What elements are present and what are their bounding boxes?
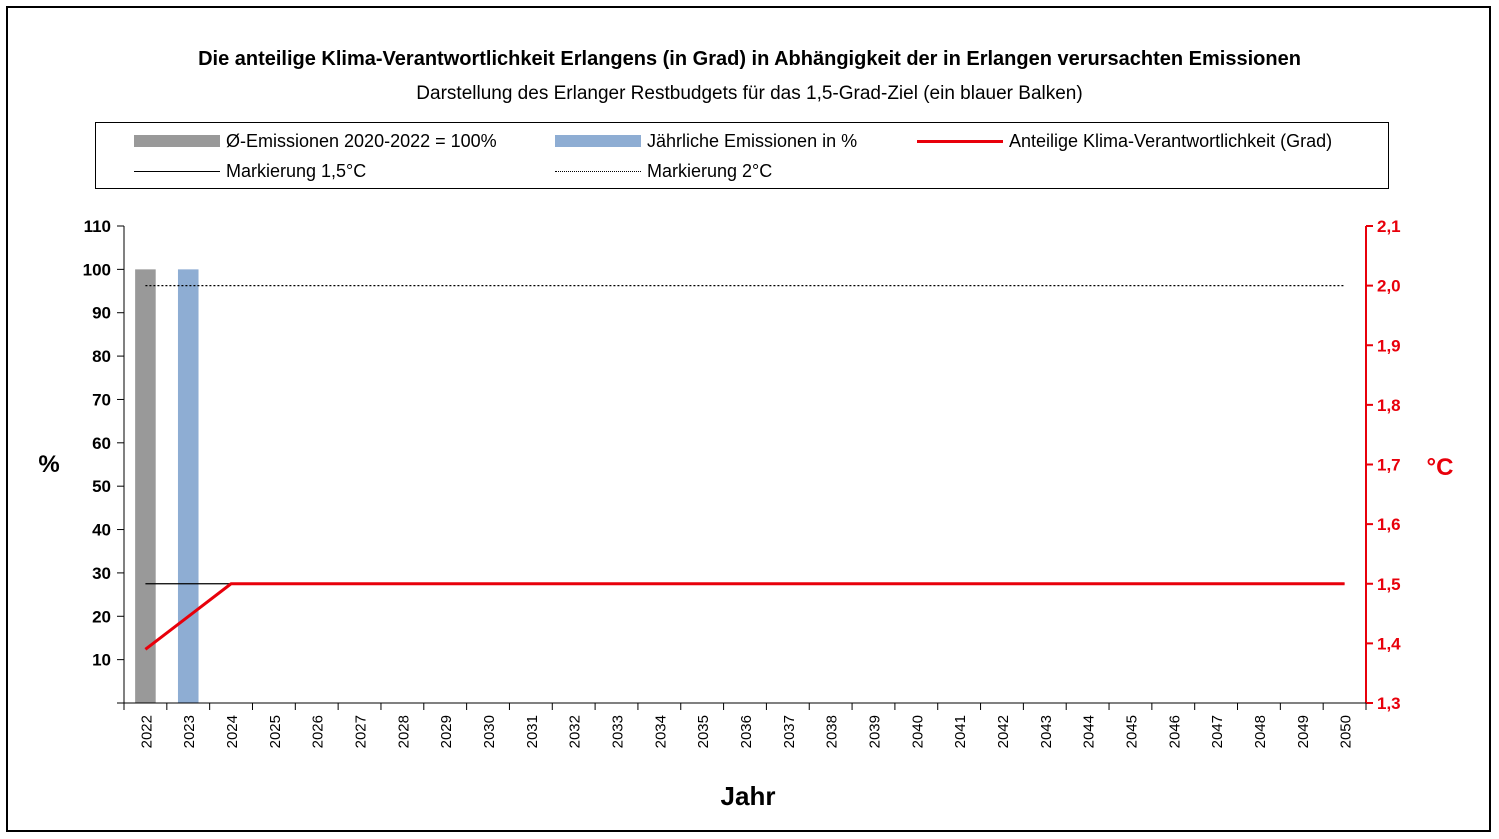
y2-tick-label: 1,3 xyxy=(1377,694,1401,713)
x-tick-label: 2027 xyxy=(353,715,370,748)
legend-label: Markierung 1,5°C xyxy=(226,160,367,181)
y-tick-label: 90 xyxy=(92,304,111,323)
x-tick-label: 2032 xyxy=(567,715,584,748)
legend-label: Anteilige Klima-Verantwortlichkeit (Grad… xyxy=(1009,130,1333,151)
x-tick-label: 2023 xyxy=(181,715,198,748)
x-tick-label: 2044 xyxy=(1081,715,1098,748)
bar xyxy=(135,269,156,703)
x-tick-label: 2041 xyxy=(952,715,969,748)
x-tick-label: 2025 xyxy=(267,715,284,748)
y-tick-label: 10 xyxy=(92,651,111,670)
x-tick-label: 2034 xyxy=(652,715,669,748)
chart-title: Die anteilige Klima-Verantwortlichkeit E… xyxy=(198,48,1301,70)
legend-swatch-dotted-line xyxy=(555,170,641,172)
x-tick-label: 2037 xyxy=(781,715,798,748)
y-axis-label: % xyxy=(38,451,59,478)
x-tick-label: 2030 xyxy=(481,715,498,748)
y2-tick-label: 1,5 xyxy=(1377,575,1401,594)
bars-layer xyxy=(135,269,199,703)
y-tick-label: 70 xyxy=(92,390,111,409)
reference-lines-layer xyxy=(145,285,1345,585)
legend-swatch-blue-bar xyxy=(555,135,641,147)
x-tick-label: 2043 xyxy=(1038,715,1055,748)
legend-swatch-red-line xyxy=(917,139,1003,143)
y2-tick-label: 1,6 xyxy=(1377,515,1401,534)
x-tick-label: 2048 xyxy=(1252,715,1269,748)
x-tick-label: 2039 xyxy=(866,715,883,748)
y2-tick-label: 1,7 xyxy=(1377,456,1401,475)
chart-legend: Ø-Emissionen 2020-2022 = 100% Jährliche … xyxy=(95,122,1389,189)
y2-axis-label: °C xyxy=(1427,454,1454,481)
legend-item-responsibility: Anteilige Klima-Verantwortlichkeit (Grad… xyxy=(917,130,1332,152)
y2-tick-label: 2,1 xyxy=(1377,217,1401,236)
y-tick-label: 20 xyxy=(92,607,111,626)
line-series-layer xyxy=(144,582,1345,651)
y-tick-label: 30 xyxy=(92,564,111,583)
x-tick-label: 2026 xyxy=(310,715,327,748)
y-tick-label: 60 xyxy=(92,434,111,453)
bar xyxy=(177,269,199,703)
responsibility-line xyxy=(144,582,1345,651)
y-tick-label: 50 xyxy=(92,477,111,496)
x-tick-label: 2031 xyxy=(524,715,541,748)
legend-swatch-solid-line xyxy=(134,170,220,172)
chart-subtitle: Darstellung des Erlanger Restbudgets für… xyxy=(416,83,1083,104)
x-tick-label: 2046 xyxy=(1166,715,1183,748)
axes-layer: 1020304050607080901001101,31,41,51,61,71… xyxy=(83,217,1402,748)
y2-tick-label: 1,9 xyxy=(1377,336,1401,355)
y-tick-label: 100 xyxy=(83,260,111,279)
x-tick-label: 2033 xyxy=(610,715,627,748)
y-tick-label: 40 xyxy=(92,521,111,540)
x-tick-label: 2036 xyxy=(738,715,755,748)
x-tick-label: 2035 xyxy=(695,715,712,748)
x-tick-label: 2028 xyxy=(395,715,412,748)
y2-tick-label: 1,8 xyxy=(1377,396,1401,415)
legend-label: Markierung 2°C xyxy=(647,160,773,181)
legend-swatch-gray-bar xyxy=(134,135,220,147)
x-tick-label: 2042 xyxy=(995,715,1012,748)
legend-label: Jährliche Emissionen in % xyxy=(647,130,858,151)
x-axis-label: Jahr xyxy=(721,781,776,811)
legend-label: Ø-Emissionen 2020-2022 = 100% xyxy=(226,130,497,151)
legend-item-avg-emissions: Ø-Emissionen 2020-2022 = 100% xyxy=(134,130,497,152)
chart-frame xyxy=(6,6,1491,832)
x-tick-label: 2038 xyxy=(824,715,841,748)
x-tick-label: 2029 xyxy=(438,715,455,748)
y-tick-label: 80 xyxy=(92,347,111,366)
y-tick-label: 110 xyxy=(84,217,111,236)
legend-item-annual-emissions: Jährliche Emissionen in % xyxy=(555,130,857,152)
x-tick-label: 2047 xyxy=(1209,715,1226,748)
x-tick-label: 2050 xyxy=(1338,715,1355,748)
x-tick-label: 2024 xyxy=(224,715,241,748)
x-tick-label: 2045 xyxy=(1123,715,1140,748)
x-tick-label: 2022 xyxy=(138,715,155,748)
y2-tick-label: 1,4 xyxy=(1377,634,1401,653)
x-tick-label: 2040 xyxy=(909,715,926,748)
y2-tick-label: 2,0 xyxy=(1377,277,1401,296)
legend-item-mark-15: Markierung 1,5°C xyxy=(134,160,366,182)
legend-item-mark-2: Markierung 2°C xyxy=(555,160,772,182)
x-tick-label: 2049 xyxy=(1295,715,1312,748)
